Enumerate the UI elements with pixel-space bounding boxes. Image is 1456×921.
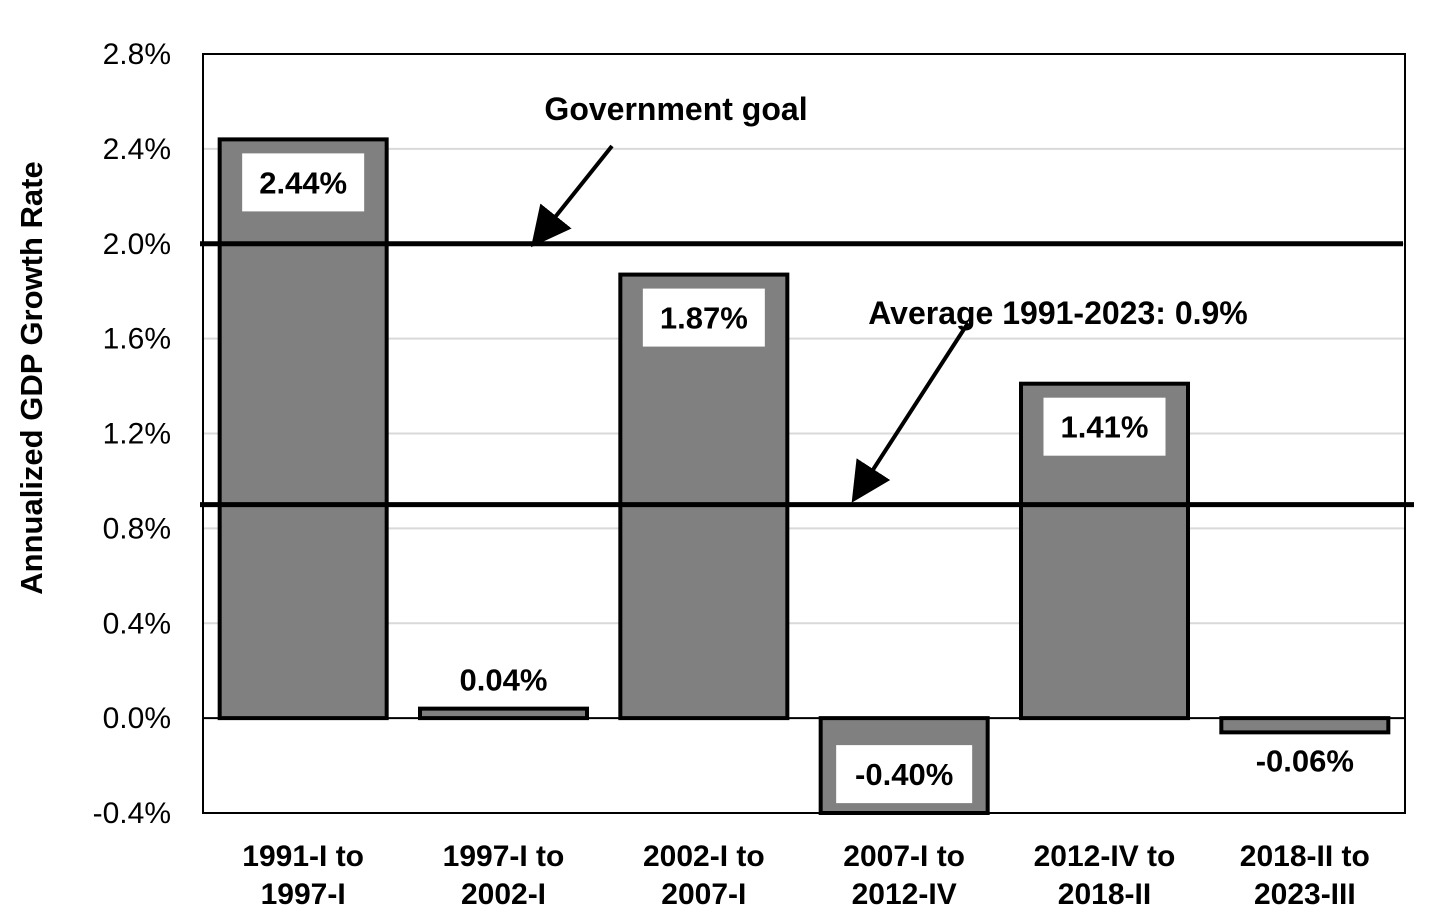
y-tick-label: 1.2% [103, 418, 171, 451]
x-category-label: 2012-IV [852, 878, 957, 911]
plot-frame [202, 53, 1406, 814]
data-label: 2.44% [259, 165, 347, 200]
y-tick-label: 2.4% [103, 133, 171, 166]
x-category-label: 2012-IV to [1034, 840, 1176, 873]
data-label-box [1043, 397, 1166, 456]
x-axis-categories: 1991-I to 1997-I 1997-I to 2002-I 2002-I to 2… [242, 840, 1370, 911]
x-category-label: 2007-I to [843, 840, 965, 873]
x-category-label: 2002-I to [643, 840, 765, 873]
data-label-box [242, 153, 365, 212]
bar [1219, 716, 1391, 735]
x-category-label: 1997-I to [443, 840, 565, 873]
x-category-label: 1997-I [261, 878, 346, 911]
data-label: -0.40% [855, 757, 953, 792]
x-category-label: 2002-I [461, 878, 546, 911]
x-category-label: 2007-I [661, 878, 746, 911]
bar [418, 706, 589, 721]
annotation-label: Average 1991-2023: 0.9% [868, 295, 1248, 331]
y-tick-label: 2.8% [103, 38, 171, 71]
data-label: -0.06% [1256, 743, 1354, 778]
data-label: 1.41% [1061, 410, 1149, 445]
x-category-label: 2018-II [1058, 878, 1151, 911]
annotation-arrow [531, 144, 614, 248]
data-labels: 2.44% 0.04% 1.87% -0.40% 1.41% -0.06% [242, 153, 1354, 804]
y-tick-label: 0.0% [103, 702, 171, 735]
data-label: 0.04% [460, 663, 548, 698]
plot-border [202, 53, 1406, 814]
annotation-label: Government goal [544, 91, 807, 127]
annotations: Government goal Average 1991-2023: 0.9% [531, 91, 1248, 503]
bars [217, 137, 1391, 815]
y-tick-label: 0.4% [103, 607, 171, 640]
data-label: 1.87% [660, 301, 748, 336]
x-category-label: 2023-III [1254, 878, 1356, 911]
y-axis-label: Annualized GDP Growth Rate [14, 161, 49, 594]
data-label-box [836, 745, 973, 804]
annotation-arrow [851, 321, 970, 503]
y-axis-ticks: -0.4% 0.0% 0.4% 0.8% 1.2% 1.6% 2.0% 2.4% 2.8% [93, 38, 171, 830]
data-label-box [642, 288, 765, 347]
y-tick-label: 1.6% [103, 323, 171, 356]
x-category-label: 1991-I to [242, 840, 364, 873]
y-tick-label: 2.0% [103, 228, 171, 261]
x-category-label: 2018-II to [1240, 840, 1370, 873]
y-tick-label: -0.4% [93, 797, 171, 830]
bar [217, 137, 389, 721]
y-tick-label: 0.8% [103, 512, 171, 545]
reference-lines-over [200, 241, 1414, 508]
